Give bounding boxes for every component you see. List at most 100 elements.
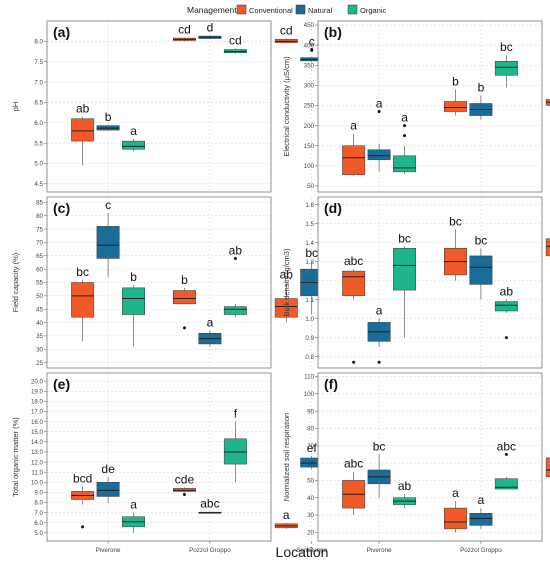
y-tick-label: 17.0	[31, 409, 44, 416]
legend-swatch-conventional	[236, 4, 247, 15]
y-tick-label: 1.3	[305, 259, 314, 266]
significance-label: bcd	[73, 471, 92, 485]
y-tick-label: 10.0	[31, 480, 44, 487]
significance-label: b	[478, 80, 485, 94]
box-conventional: a	[444, 486, 467, 533]
y-tick-label: 6.0	[34, 120, 43, 127]
panel-a: 4.55.05.56.06.57.07.58.0abbacddcdcdccd(a…	[11, 20, 349, 193]
box-natural: d	[198, 20, 222, 40]
y-tick-label: 8.0	[34, 500, 43, 507]
y-tick-label: 16.0	[31, 419, 44, 426]
outlier-point	[352, 360, 356, 364]
y-tick-label: 35	[36, 333, 43, 340]
panels: 4.55.05.56.06.57.07.58.0abbacddcdcdccd(a…	[11, 20, 550, 554]
box-natural: bc	[469, 233, 493, 300]
significance-label: bc	[500, 40, 513, 54]
y-tick-label: 300	[304, 83, 315, 90]
significance-label: d	[207, 20, 214, 34]
box-organic: a	[393, 111, 416, 174]
x-axis-title: Location	[276, 544, 329, 560]
panel-c: 25303540455055606570758085bccbbaababbcbc…	[11, 196, 349, 369]
y-tick-label: 18.0	[31, 399, 44, 406]
outlier-point	[504, 336, 508, 340]
y-tick-label: 60	[307, 460, 314, 467]
outlier-point	[403, 124, 407, 128]
box-organic: ab	[223, 243, 247, 318]
box-natural: bc	[300, 246, 324, 315]
box-body	[122, 140, 145, 150]
box-body	[367, 149, 391, 161]
y-tick-label: 70	[36, 240, 43, 247]
y-tick-label: 5.0	[34, 530, 43, 537]
y-tick-label: 20	[307, 530, 314, 537]
y-tick-label: 30	[36, 346, 43, 353]
y-tick-label: 450	[304, 22, 315, 29]
box-body	[223, 306, 247, 315]
box-conventional: a	[342, 119, 366, 176]
box-conventional: b	[444, 74, 467, 116]
y-tick-label: 70	[307, 443, 314, 450]
legend-label-conventional: Conventional	[249, 6, 293, 15]
box-organic: ab	[494, 285, 518, 340]
y-tick-label: 90	[307, 408, 314, 415]
box-natural: a	[367, 304, 391, 364]
y-tick-label: 80	[307, 426, 314, 433]
box-organic: a	[122, 498, 145, 533]
y-axis-label: Field capacity (%)	[11, 252, 20, 312]
y-tick-label: 25	[36, 360, 43, 367]
box-natural: bc	[367, 439, 391, 498]
box-natural: a	[469, 493, 493, 529]
box-body	[342, 145, 366, 175]
y-tick-label: 1.5	[305, 221, 314, 228]
panel-tag: (f)	[324, 376, 338, 392]
panel-border	[46, 196, 272, 369]
significance-label: de	[101, 462, 115, 476]
significance-label: bc	[373, 439, 386, 453]
outlier-point	[403, 134, 407, 138]
significance-label: c	[309, 35, 315, 49]
legend-title: Management	[187, 5, 237, 15]
y-tick-label: 1.4	[305, 240, 314, 247]
panel-e: 5.0 6.0 7.0 8.0 9.0 10.0 11.0 12.0 13.0 14.0 15.0 1…	[11, 372, 349, 554]
panel-border	[46, 20, 272, 193]
significance-label: a	[452, 486, 459, 500]
box-natural: c	[96, 198, 120, 278]
legend-label-organic: Organic	[360, 6, 387, 15]
x-tick-label: Pozzol Groppo	[460, 547, 502, 554]
significance-label: abc	[344, 254, 363, 268]
significance-label: abc	[200, 497, 219, 511]
legend-swatch-organic	[347, 4, 358, 15]
y-tick-label: 7.5	[34, 59, 43, 66]
y-tick-label: 50	[307, 478, 314, 485]
y-tick-label: 250	[304, 103, 315, 110]
significance-label: cde	[175, 472, 195, 486]
significance-label: ab	[500, 285, 514, 299]
y-tick-label: 19.0	[31, 388, 44, 395]
box-body	[545, 238, 550, 257]
box-body	[122, 287, 145, 315]
panel-f: 2030405060708090100110abcbcabaaabccabcc(…	[282, 372, 550, 554]
y-tick-label: 15.0	[31, 429, 44, 436]
y-tick-label: 1.2	[305, 278, 314, 285]
box-conventional: ab	[274, 268, 298, 323]
y-tick-label: 5.5	[34, 140, 43, 147]
box-body	[444, 507, 467, 530]
box-natural: a	[367, 97, 391, 172]
y-tick-label: 4.5	[34, 181, 43, 188]
significance-label: cd	[229, 33, 242, 47]
box-conventional: bc	[71, 265, 95, 342]
box-conventional: a	[274, 508, 298, 529]
outlier-point	[377, 360, 381, 364]
box-organic: abc	[494, 439, 518, 490]
y-tick-label: 65	[36, 253, 43, 260]
x-tick-label: Serralunga	[296, 547, 327, 554]
y-tick-label: 9.0	[34, 490, 43, 497]
panel-border	[317, 20, 543, 193]
box-organic: cd	[223, 33, 247, 54]
box-natural: de	[96, 462, 120, 503]
legend: Management Conventional Natural Organic	[187, 4, 387, 15]
outlier-point	[377, 110, 381, 114]
y-tick-label: 110	[304, 374, 314, 381]
significance-label: a	[376, 97, 383, 111]
